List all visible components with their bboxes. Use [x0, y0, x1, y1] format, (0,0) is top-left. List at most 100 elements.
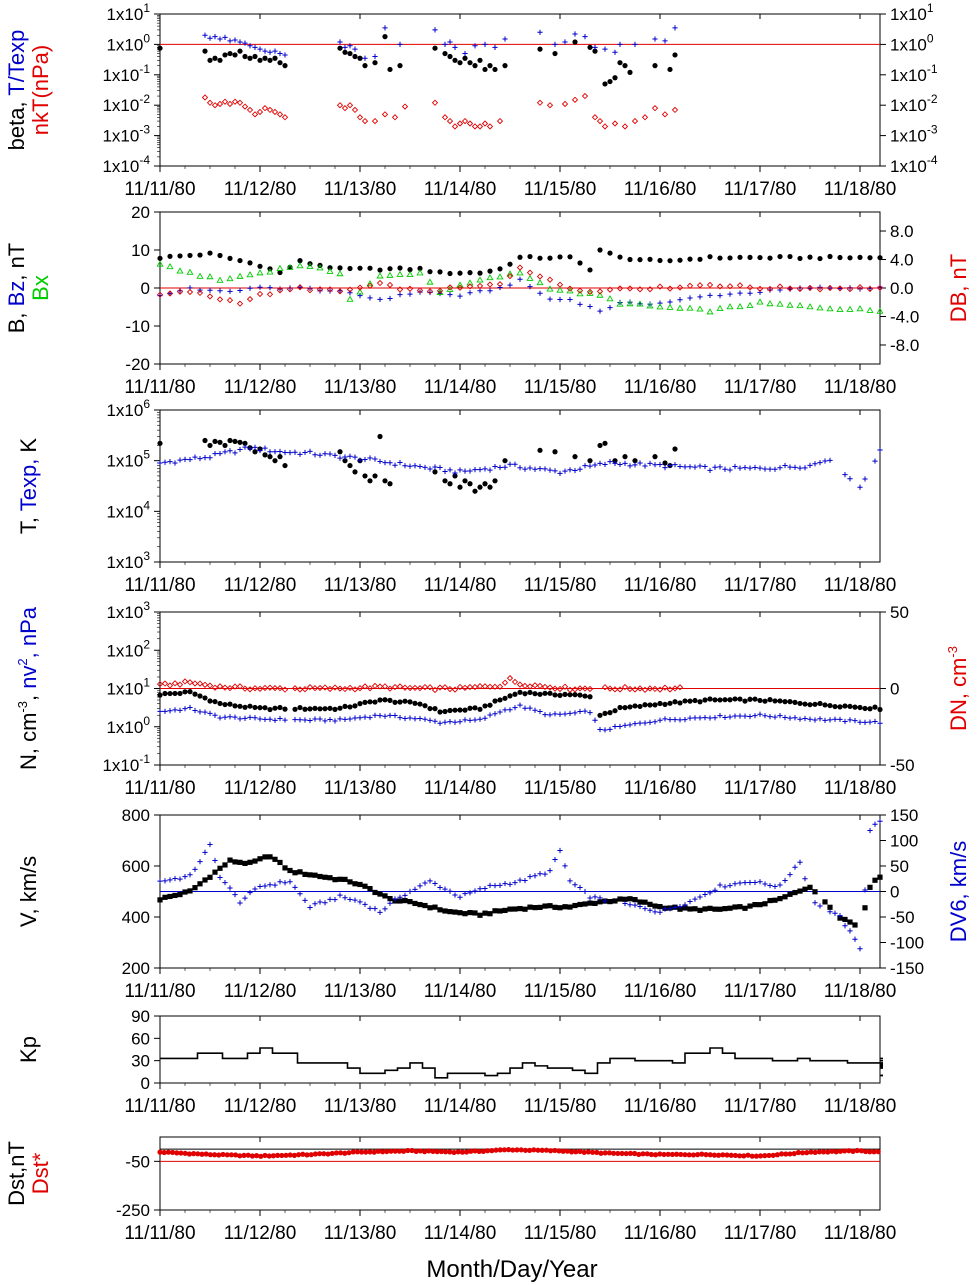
- temperature-x-tick-label: 11/16/80: [624, 575, 697, 596]
- nkt-point: [371, 117, 379, 125]
- nkt-point: [546, 102, 554, 109]
- field-x-tick-label: 11/17/80: [724, 377, 797, 398]
- v-point: [287, 867, 293, 874]
- t-point: [472, 488, 478, 494]
- dv6-point: [352, 897, 358, 903]
- dn-point: [341, 685, 349, 693]
- dv6-point: [452, 892, 458, 898]
- dn-point: [301, 686, 309, 693]
- t_texp-point: [662, 38, 668, 44]
- n-point: [392, 699, 398, 705]
- bz-point: [377, 296, 383, 303]
- nkt-point: [256, 108, 264, 116]
- texp-point: [812, 461, 818, 467]
- dst-star-point: [422, 1149, 428, 1155]
- nkt-point: [251, 111, 259, 118]
- texp-point: [747, 465, 753, 471]
- db-point: [426, 288, 434, 295]
- beta-point: [157, 45, 163, 51]
- v-point: [862, 905, 868, 911]
- density-right-tick-label: -50: [890, 756, 915, 775]
- t-point: [442, 478, 448, 484]
- t-point: [482, 481, 488, 487]
- db-point: [416, 287, 424, 294]
- v-point: [232, 859, 238, 865]
- kp-x-tick-label: 11/18/80: [824, 1096, 897, 1117]
- nv2-point: [162, 708, 168, 714]
- nv2-point: [852, 718, 858, 724]
- bx-point: [246, 271, 254, 278]
- db-point: [806, 284, 814, 292]
- db-point: [406, 285, 414, 292]
- n-point: [377, 697, 383, 703]
- nv2-point: [297, 717, 303, 723]
- dv6-point: [862, 887, 868, 893]
- bx-point: [846, 305, 854, 312]
- nv2-point: [327, 716, 333, 723]
- t_texp-point: [372, 53, 378, 60]
- dn-point: [157, 680, 164, 688]
- texp-point: [622, 460, 628, 467]
- bz-point: [407, 291, 413, 297]
- dn-point: [246, 686, 254, 693]
- dv6-point: [692, 896, 698, 902]
- n-point: [437, 709, 443, 715]
- dv6-point: [787, 871, 793, 878]
- beta-point: [237, 48, 243, 54]
- nv2-point: [742, 713, 748, 719]
- b-point: [517, 254, 523, 260]
- nv2-point: [687, 715, 693, 721]
- dn-point: [371, 682, 379, 690]
- texp-point: [542, 466, 548, 472]
- beta-point: [227, 50, 233, 57]
- dn-point: [216, 683, 224, 690]
- dst-star-point: [816, 1149, 823, 1155]
- beta-point: [492, 66, 498, 73]
- texp-point: [787, 464, 793, 470]
- v-point: [572, 902, 578, 909]
- dv6-point: [382, 906, 388, 912]
- texp-point: [432, 464, 438, 470]
- dst-star-point: [686, 1152, 692, 1158]
- nv2-point: [837, 716, 843, 723]
- n-point: [192, 691, 198, 697]
- t_texp-point: [447, 39, 453, 45]
- v-point: [627, 896, 633, 902]
- nv2-point: [817, 716, 823, 722]
- b-point: [257, 263, 263, 269]
- t_texp-point: [362, 55, 368, 61]
- v-point: [712, 906, 718, 912]
- t_texp-point: [397, 41, 403, 47]
- dst-star-point: [489, 1148, 495, 1154]
- bx-point: [786, 301, 794, 308]
- nv2-point: [382, 713, 388, 719]
- texp-point: [477, 466, 483, 473]
- dv6-point: [227, 885, 233, 891]
- velocity-right-tick-label: -50: [890, 908, 915, 927]
- dst-star-point: [443, 1149, 449, 1155]
- v-point: [527, 904, 533, 910]
- texp-point: [547, 467, 553, 473]
- nv2-point: [587, 710, 593, 716]
- velocity-right-tick-label: 0: [890, 883, 899, 902]
- dv6-point: [872, 821, 878, 827]
- texp-point: [662, 465, 668, 471]
- nv2-point: [567, 710, 573, 716]
- v-point: [247, 859, 253, 865]
- temperature-x-tick-label: 11/13/80: [324, 575, 397, 596]
- bx-point: [536, 279, 544, 286]
- dv6-point: [827, 909, 833, 915]
- dv6-point: [212, 857, 218, 864]
- v-point: [352, 881, 358, 887]
- nv2-point: [342, 716, 348, 722]
- field-x-tick-label: 11/14/80: [424, 377, 497, 398]
- bz-point: [417, 289, 423, 295]
- dst-star-point: [606, 1150, 613, 1156]
- b-point: [417, 265, 423, 271]
- beta-point: [502, 63, 508, 69]
- bx-point: [346, 295, 354, 302]
- t_texp-point: [452, 44, 458, 50]
- b-point: [547, 255, 553, 261]
- temperature-x-tick-label: 11/11/80: [124, 575, 195, 596]
- n-point: [632, 703, 638, 709]
